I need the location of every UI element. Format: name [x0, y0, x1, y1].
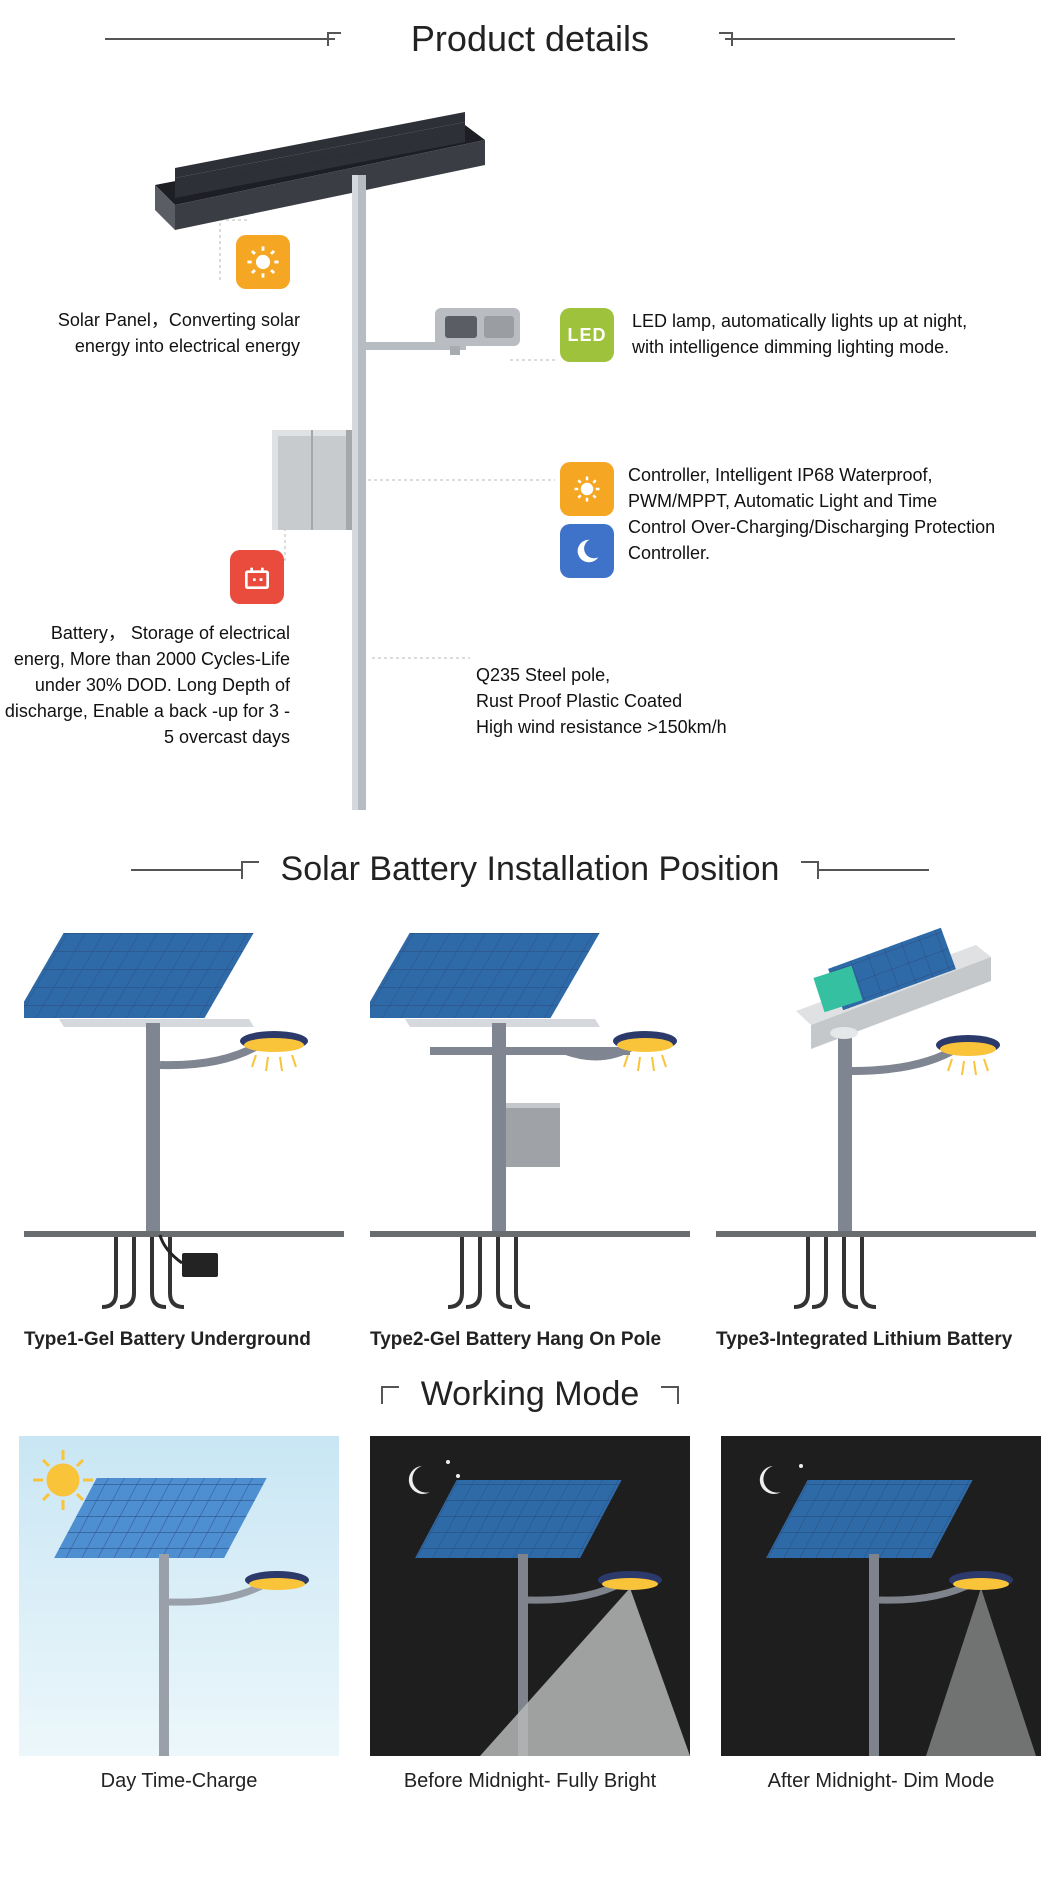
type1-graphic — [24, 915, 344, 1315]
type2-graphic — [370, 915, 690, 1315]
led-icon: LED — [560, 308, 614, 362]
title-line-right — [725, 38, 955, 40]
pole-text: Q235 Steel pole, Rust Proof Plastic Coat… — [476, 665, 727, 737]
moon-controller-icon — [560, 524, 614, 578]
type2-label: Type2-Gel Battery Hang On Pole — [360, 1329, 661, 1351]
mode-dim-col: After Midnight- Dim Mode — [716, 1436, 1046, 1793]
type1-col: Type1-Gel Battery Underground — [14, 915, 354, 1351]
mode-title: Working Mode — [421, 1375, 640, 1414]
sun-icon — [236, 235, 290, 289]
title-corner-right — [661, 1386, 679, 1404]
sun-controller-icon — [560, 462, 614, 516]
type2-col: Type2-Gel Battery Hang On Pole — [360, 915, 700, 1351]
battery-box-graphic — [272, 430, 352, 530]
led-text: LED lamp, automatically lights up at nig… — [632, 308, 992, 360]
working-modes-row: Day Time-Charge Before Midnight- Fully B… — [0, 1430, 1060, 1803]
controller-text: Controller, Intelligent IP68 Waterproof,… — [628, 462, 998, 566]
mode-title-row: Working Mode — [0, 1355, 1060, 1430]
title-corner-right — [801, 861, 819, 879]
mode-day-label: Day Time-Charge — [101, 1770, 258, 1793]
install-title-row: Solar Battery Installation Position — [0, 830, 1060, 905]
battery-callout: Battery， Storage of electrical energ, Mo… — [0, 550, 290, 750]
solar-panel-text: Solar Panel，Converting solar energy into… — [10, 307, 300, 359]
title-corner-left — [381, 1386, 399, 1404]
mode-dim-graphic — [721, 1436, 1041, 1756]
title-line-left — [105, 38, 335, 40]
details-title: Product details — [411, 18, 649, 60]
mode-day-col: Day Time-Charge — [14, 1436, 344, 1793]
details-title-row: Product details — [0, 0, 1060, 70]
led-lamp-graphic — [366, 308, 520, 355]
led-callout: LED LED lamp, automatically lights up at… — [560, 308, 1030, 362]
pole-graphic — [352, 175, 366, 810]
type3-graphic — [716, 915, 1036, 1315]
product-details-diagram: Solar Panel，Converting solar energy into… — [0, 70, 1060, 830]
battery-icon — [230, 550, 284, 604]
mode-day-graphic — [19, 1436, 339, 1756]
battery-text: Battery， Storage of electrical energ, Mo… — [0, 620, 290, 750]
title-line-right — [819, 869, 929, 871]
mode-full-graphic — [370, 1436, 690, 1756]
install-types-row: Type1-Gel Battery Underground — [0, 905, 1060, 1355]
solar-panel-callout: Solar Panel，Converting solar energy into… — [10, 235, 300, 359]
mode-full-label: Before Midnight- Fully Bright — [404, 1770, 656, 1793]
solar-panel-graphic — [155, 112, 485, 230]
pole-callout: Q235 Steel pole, Rust Proof Plastic Coat… — [476, 636, 896, 740]
controller-callout: Controller, Intelligent IP68 Waterproof,… — [560, 462, 1030, 578]
type1-label: Type1-Gel Battery Underground — [14, 1329, 311, 1351]
type3-label: Type3-Integrated Lithium Battery — [706, 1329, 1012, 1351]
install-title: Solar Battery Installation Position — [281, 850, 780, 889]
type3-col: Type3-Integrated Lithium Battery — [706, 915, 1046, 1351]
title-corner-left — [241, 861, 259, 879]
mode-full-col: Before Midnight- Fully Bright — [365, 1436, 695, 1793]
mode-dim-label: After Midnight- Dim Mode — [768, 1770, 995, 1793]
title-line-left — [131, 869, 241, 871]
